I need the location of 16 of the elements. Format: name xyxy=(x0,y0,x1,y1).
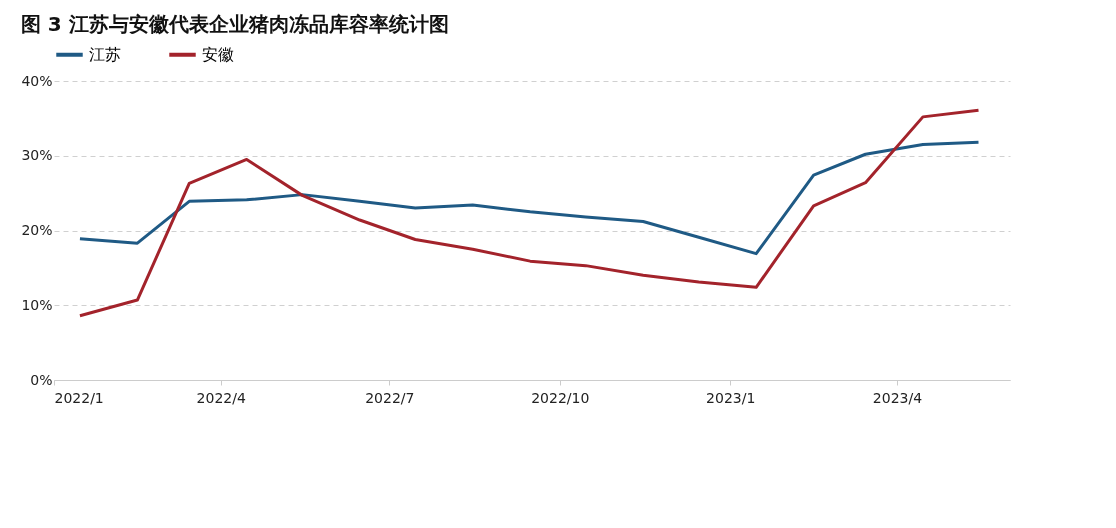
chart-title: 图 3 江苏与安徽代表企业猪肉冻品库容率统计图 xyxy=(20,12,449,36)
x-tick-label: 2022/10 xyxy=(531,389,590,406)
line-series xyxy=(78,140,980,256)
y-tick-label: 30% xyxy=(21,147,53,164)
legend-label: 安徽 xyxy=(202,44,234,64)
y-tick-label: 40% xyxy=(21,72,53,89)
x-tick-label: 2022/1 xyxy=(54,389,104,406)
y-tick-label: 20% xyxy=(21,222,53,238)
legend-label: 江苏 xyxy=(89,44,121,64)
line-series xyxy=(78,108,980,318)
x-tick-label: 2022/7 xyxy=(365,389,415,406)
x-tick-label: 2023/1 xyxy=(706,389,756,406)
x-tick-label: 2022/4 xyxy=(196,389,246,406)
y-tick-label: 10% xyxy=(21,296,53,313)
y-tick-label: 0% xyxy=(30,371,53,388)
x-tick-label: 2023/4 xyxy=(872,389,923,406)
